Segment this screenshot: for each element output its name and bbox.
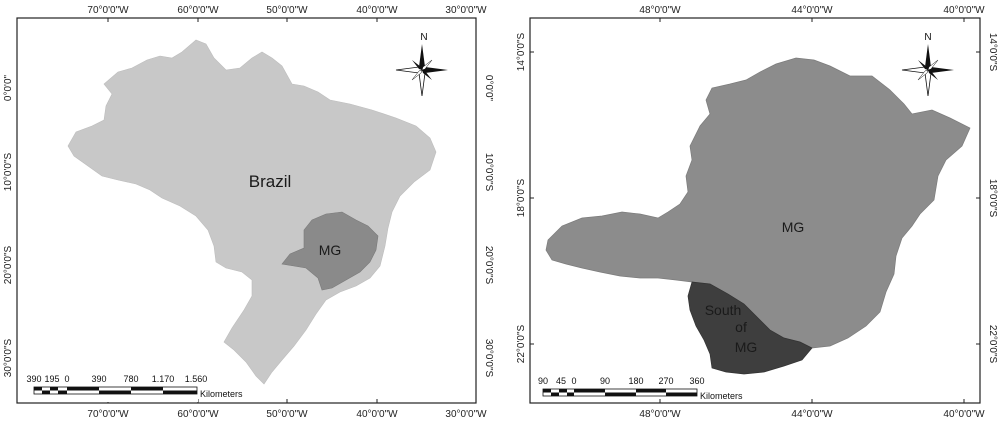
scale-value: 90 <box>538 376 548 386</box>
right-tick-label: 22°0'0"S <box>987 325 998 364</box>
state-label-right: MG <box>782 219 805 235</box>
south-of-mg-shape <box>687 281 813 375</box>
scale-value: 780 <box>123 374 138 384</box>
scale-unit: Kilometers <box>200 389 243 399</box>
right-tick-label: 14°0'0"S <box>987 33 998 72</box>
top-tick-label: 60°0'0"W <box>177 5 219 16</box>
bottom-tick-label: 40°0'0"W <box>943 409 985 420</box>
scale-value: 1.560 <box>185 374 208 384</box>
brazil-shape <box>67 39 437 385</box>
top-tick-label: 40°0'0"W <box>943 5 985 16</box>
left-tick-label: 0°0'0" <box>3 74 14 101</box>
right-tick-label: 10°0'0"S <box>483 153 494 192</box>
scale-value: 0 <box>571 376 576 386</box>
scale-unit: Kilometers <box>700 391 743 401</box>
scale-value: 360 <box>689 376 704 386</box>
left-tick-label: 18°0'0"S <box>516 178 527 217</box>
north-arrow-icon <box>901 44 954 97</box>
top-tick-label: 50°0'0"W <box>266 5 308 16</box>
scale-value: 195 <box>44 374 59 384</box>
right-scale-bar: 90 45 0 90 180 270 360 Kilometers <box>538 376 743 401</box>
bottom-tick-label: 30°0'0"W <box>445 409 487 420</box>
north-label: N <box>924 32 931 43</box>
top-tick-label: 30°0'0"W <box>445 5 487 16</box>
scale-value: 390 <box>26 374 41 384</box>
region-label-line: of <box>735 319 747 335</box>
scale-value: 390 <box>91 374 106 384</box>
scale-bar-background <box>28 368 198 402</box>
left-tick-label: 30°0'0"S <box>3 338 14 377</box>
scale-value: 45 <box>556 376 566 386</box>
bottom-tick-label: 44°0'0"W <box>791 409 833 420</box>
left-scale-bar: 390 195 0 390 780 1.170 1.560 Kilometers <box>26 368 243 402</box>
bottom-tick-label: 50°0'0"W <box>266 409 308 420</box>
right-tick-label: 0°0'0" <box>483 75 494 102</box>
right-bottom-ticks: 48°0'0"W 44°0'0"W 40°0'0"W <box>639 399 985 420</box>
right-tick-label: 20°0'0"S <box>483 246 494 285</box>
left-tick-label: 14°0'0"S <box>516 32 527 71</box>
right-top-ticks: 48°0'0"W 44°0'0"W 40°0'0"W <box>639 5 985 22</box>
right-panel-left-ticks: 14°0'0"S 18°0'0"S 22°0'0"S <box>516 32 534 363</box>
left-side-ticks: 0°0'0" 10°0'0"S 20°0'0"S 30°0'0"S <box>3 74 14 377</box>
left-tick-label: 10°0'0"S <box>3 152 14 191</box>
bottom-tick-label: 70°0'0"W <box>87 409 129 420</box>
mg-shape <box>281 211 379 291</box>
right-tick-label: 18°0'0"S <box>987 179 998 218</box>
scale-value: 0 <box>64 374 69 384</box>
scale-value: 180 <box>628 376 643 386</box>
north-arrow-icon <box>395 44 448 97</box>
top-tick-label: 40°0'0"W <box>356 5 398 16</box>
right-panel-right-ticks: 14°0'0"S 18°0'0"S 22°0'0"S <box>976 33 998 364</box>
left-top-ticks: 70°0'0"W 60°0'0"W 50°0'0"W 40°0'0"W 30°0… <box>87 5 487 22</box>
right-side-ticks: 0°0'0" 10°0'0"S 20°0'0"S 30°0'0"S <box>483 75 494 378</box>
right-tick-label: 30°0'0"S <box>483 339 494 378</box>
north-label: N <box>420 32 427 43</box>
top-tick-label: 48°0'0"W <box>639 5 681 16</box>
right-map-panel: MG South of MG N 48°0'0"W 44°0'0"W 40°0'… <box>516 5 998 420</box>
region-label-line: South <box>705 302 742 318</box>
top-tick-label: 44°0'0"W <box>791 5 833 16</box>
bottom-tick-label: 48°0'0"W <box>639 409 681 420</box>
left-map-panel: Brazil MG N 70°0'0"W 60°0'0"W 50°0'0"W 4… <box>3 5 494 420</box>
scale-value: 1.170 <box>152 374 175 384</box>
country-label: Brazil <box>249 172 292 191</box>
left-tick-label: 22°0'0"S <box>516 324 527 363</box>
bottom-tick-label: 40°0'0"W <box>356 409 398 420</box>
bottom-tick-label: 60°0'0"W <box>177 409 219 420</box>
scale-value: 270 <box>658 376 673 386</box>
top-tick-label: 70°0'0"W <box>87 5 129 16</box>
scale-value: 90 <box>600 376 610 386</box>
region-label-line: MG <box>735 339 758 355</box>
left-tick-label: 20°0'0"S <box>3 245 14 284</box>
state-label: MG <box>319 242 342 258</box>
